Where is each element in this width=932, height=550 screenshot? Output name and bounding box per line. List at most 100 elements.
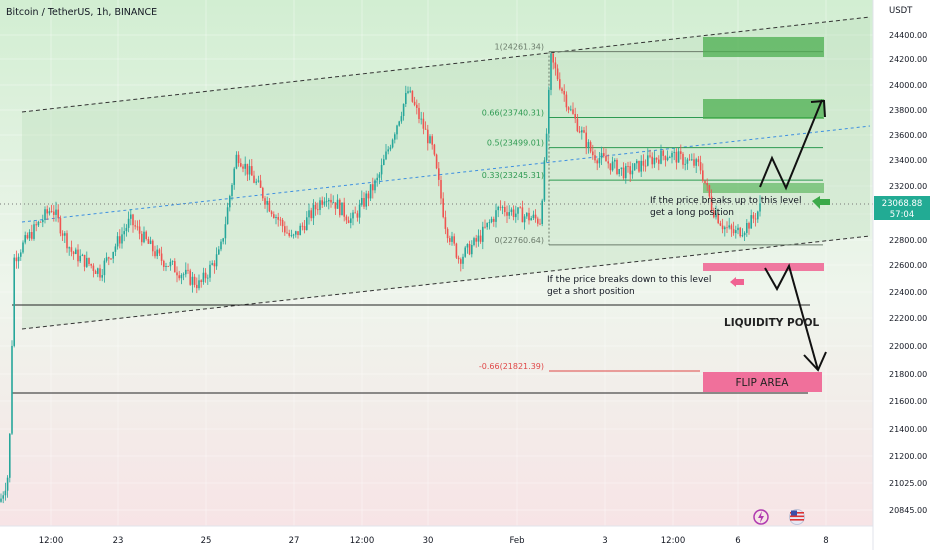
current-price-value: 23068.88 — [882, 199, 923, 209]
candle-body — [17, 256, 20, 262]
candle-body — [273, 214, 275, 218]
candle-body — [457, 257, 460, 260]
grid-lines — [0, 0, 873, 526]
candle-body — [308, 210, 310, 218]
fib-level-label: 0.33(23245.31) — [482, 171, 544, 180]
time-tick-label: 30 — [423, 536, 434, 546]
candle-body — [279, 219, 282, 221]
candle-body — [479, 235, 482, 242]
candle-body — [24, 235, 26, 243]
candle-body — [732, 229, 735, 234]
candle-body — [178, 275, 180, 279]
candle-body — [473, 238, 475, 245]
candle-body — [332, 202, 334, 204]
candle-body — [662, 150, 664, 156]
price-tick-label: 22400.00 — [889, 288, 927, 297]
candle-body — [116, 236, 119, 247]
candle-body — [570, 109, 572, 111]
candle-body — [600, 153, 603, 159]
candle-body — [576, 118, 579, 132]
candle-body — [585, 132, 587, 148]
candle-body — [622, 167, 625, 179]
candle-body — [422, 118, 425, 129]
candle-body — [119, 236, 121, 244]
candle-body — [367, 193, 370, 199]
candle-body — [660, 150, 662, 164]
fib-level-label: -0.66(21821.39) — [479, 362, 544, 371]
candle-body — [739, 227, 741, 237]
candle-body — [746, 223, 748, 233]
time-tick-label: 6 — [735, 536, 740, 546]
candle-body — [347, 220, 350, 223]
candle-body — [675, 151, 678, 163]
price-tick-label: 21200.00 — [889, 452, 927, 461]
candle-body — [490, 218, 493, 222]
candle-body — [55, 209, 57, 215]
candle-body — [523, 216, 526, 223]
candle-body — [231, 184, 233, 196]
candle-body — [53, 211, 55, 215]
candle-body — [229, 196, 231, 208]
candle-body — [11, 345, 13, 434]
candle-body — [543, 160, 546, 201]
candle-body — [46, 209, 48, 214]
candle-body — [103, 260, 106, 276]
candle-body — [356, 213, 359, 218]
candle-body — [532, 214, 535, 218]
candle-body — [101, 275, 103, 278]
candle-body — [143, 231, 145, 243]
price-tick-label: 20845.00 — [889, 506, 927, 515]
candle-body — [182, 274, 185, 276]
candle-body — [636, 160, 638, 164]
candle-body — [563, 91, 565, 95]
candle-body — [587, 142, 590, 148]
candle-body — [416, 104, 418, 108]
candle-body — [365, 193, 367, 207]
price-axis[interactable]: 24400.00 24200.00 24000.00 23800.00 23600.00… — [889, 31, 927, 515]
candle-body — [405, 93, 407, 104]
candle-body — [515, 213, 517, 218]
candle-body — [411, 90, 414, 102]
candle-body — [444, 217, 447, 229]
candle-body — [627, 166, 629, 167]
candle-body — [710, 196, 713, 211]
candle-body — [534, 214, 537, 219]
candle-body — [380, 165, 383, 175]
us-flag-icon[interactable] — [789, 509, 805, 525]
candle-body — [682, 153, 684, 165]
candle-body — [97, 268, 99, 274]
candle-body — [462, 256, 464, 264]
candle-body — [671, 152, 673, 158]
time-tick-label: Feb — [509, 536, 524, 546]
candle-body — [323, 201, 326, 205]
candle-body — [572, 109, 574, 114]
candle-body — [594, 155, 596, 161]
candle-body — [345, 216, 348, 221]
candle-body — [35, 224, 37, 226]
candle-body — [699, 162, 702, 171]
fib-level-label: 0(22760.64) — [494, 236, 544, 245]
candle-body — [211, 263, 213, 265]
candle-body — [383, 159, 385, 165]
candle-body — [136, 226, 139, 228]
candle-body — [33, 224, 35, 239]
candle-body — [253, 175, 255, 183]
candle-body — [132, 214, 134, 226]
flash-icon[interactable] — [753, 509, 769, 525]
candle-body — [242, 166, 244, 169]
candle-body — [290, 235, 293, 236]
candle-body — [526, 212, 528, 217]
candle-body — [493, 218, 495, 222]
candle-body — [512, 209, 515, 217]
candle-body — [37, 221, 40, 226]
candle-body — [156, 249, 158, 257]
candle-body — [209, 264, 211, 278]
channel-fill — [22, 17, 870, 329]
candle-body — [246, 163, 249, 175]
candle-body — [218, 249, 220, 255]
candle-body — [455, 243, 458, 258]
time-axis[interactable]: 12:00 23 25 27 12:00 30 Feb 3 12:00 6 8 — [39, 536, 829, 546]
candle-body — [270, 211, 273, 215]
candle-body — [574, 114, 576, 119]
